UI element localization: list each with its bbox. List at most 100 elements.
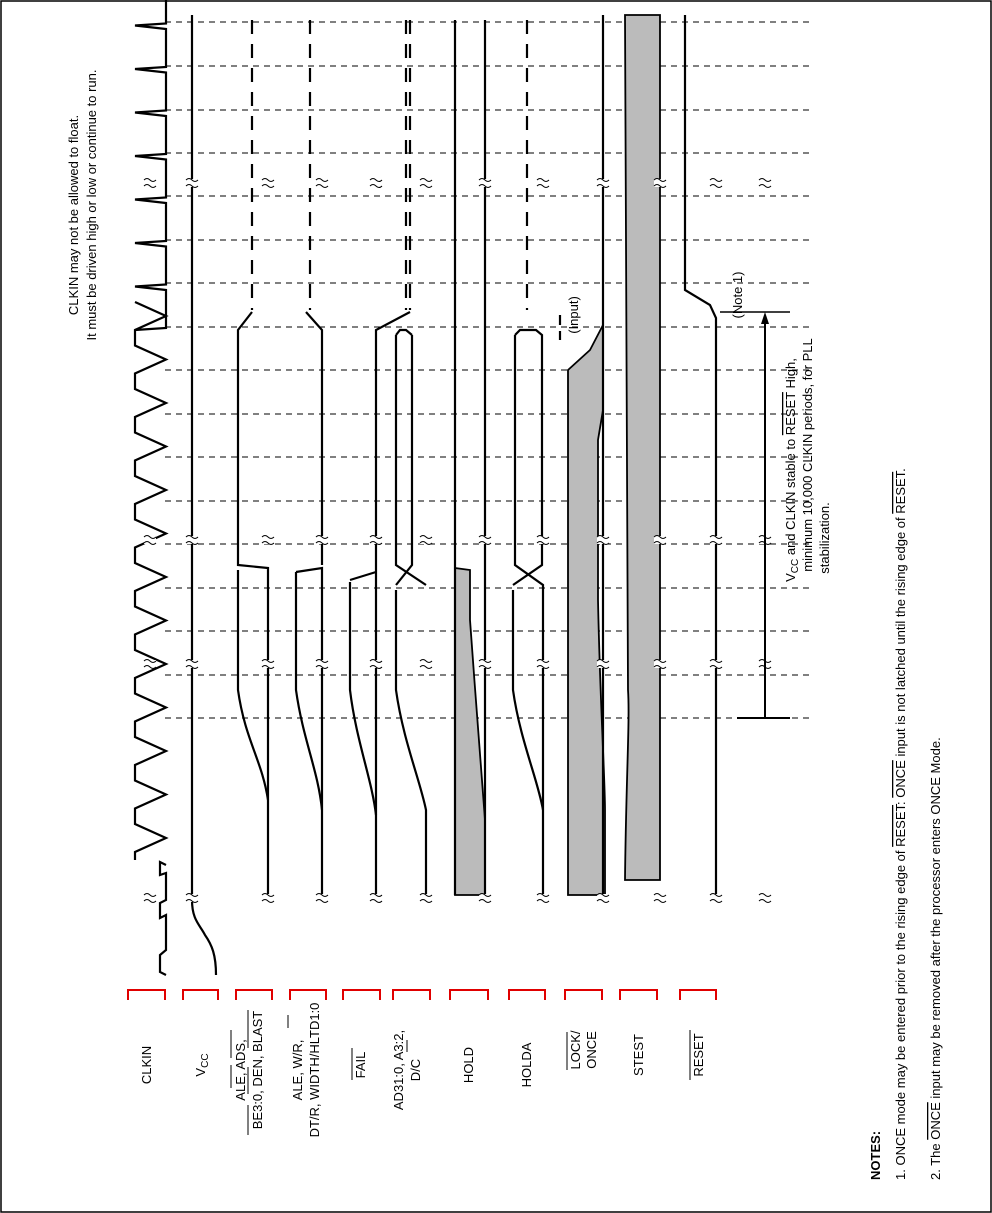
break-mark [709,178,723,182]
break-mark [143,899,157,903]
vcc-stable-timing-bracket [737,312,790,719]
clkin-waveform [133,0,169,976]
signal-label-fail: FAIL [353,1052,368,1079]
break-mark [143,665,157,669]
break-mark [653,899,667,903]
break-mark [369,178,383,182]
break-mark [709,535,723,539]
break-mark [369,899,383,903]
break-gap [186,536,198,544]
break-mark [596,541,610,545]
break-mark [709,665,723,669]
break-gap [759,179,771,187]
note1-annotation: (Note 1) [730,272,745,319]
break-mark [536,893,550,897]
break-gap [654,536,666,544]
break-gap [537,179,549,187]
break-mark [261,184,275,188]
break-mark [315,665,329,669]
break-marks [144,179,771,902]
break-mark [536,665,550,669]
break-mark [709,899,723,903]
time-gridlines [165,21,810,719]
break-mark [185,535,199,539]
break-mark [143,659,157,663]
break-gap [316,894,328,902]
break-mark [369,893,383,897]
stest-shaded [624,14,661,881]
break-mark [536,541,550,545]
break-gap [144,536,156,544]
break-mark [478,184,492,188]
break-mark [185,665,199,669]
break-gap [759,894,771,902]
break-gap [597,179,609,187]
break-gap [479,660,491,668]
break-gap [479,894,491,902]
break-mark [185,899,199,903]
signal-label-vcc: VCC [193,1053,211,1076]
break-mark [185,659,199,663]
break-gap [186,894,198,902]
break-mark [478,541,492,545]
break-mark [261,541,275,545]
signal-label-brackets [127,989,717,1000]
break-gap [262,536,274,544]
vcc-stable-note-line3: stabilization. [817,502,832,574]
break-gap [537,894,549,902]
break-mark [369,665,383,669]
break-gap [597,894,609,902]
break-mark [185,178,199,182]
break-mark [419,893,433,897]
signal-label-lock-line2: ONCE [584,1031,599,1069]
break-mark [596,659,610,663]
break-mark [653,893,667,897]
break-mark [596,893,610,897]
break-mark [261,535,275,539]
break-mark [369,184,383,188]
break-gap [316,179,328,187]
break-gap [654,660,666,668]
break-gap [370,660,382,668]
clkin-float-note-line2: It must be driven high or low or continu… [84,70,99,341]
break-gap [710,660,722,668]
break-mark [536,184,550,188]
break-mark [369,541,383,545]
break-gap [370,179,382,187]
break-gap [262,660,274,668]
shaded-regions [454,14,661,896]
break-mark [419,184,433,188]
break-gap [479,179,491,187]
break-mark [536,535,550,539]
vcc-stable-note-line1: VCC and CLKIN stable to RESET High, [783,358,801,582]
break-mark [261,893,275,897]
break-mark [758,178,772,182]
break-mark [709,893,723,897]
break-mark [261,665,275,669]
signal-label-clkin: CLKIN [139,1046,154,1084]
break-mark [419,899,433,903]
break-mark [709,659,723,663]
break-mark [478,893,492,897]
break-mark [315,541,329,545]
break-mark [653,178,667,182]
break-mark [261,899,275,903]
break-mark [478,178,492,182]
break-mark [185,541,199,545]
break-gap [710,536,722,544]
break-mark [315,184,329,188]
note-1: 1. ONCE mode may be entered prior to the… [893,468,908,1180]
break-mark [185,184,199,188]
break-mark [143,184,157,188]
break-mark [315,899,329,903]
break-gap [186,660,198,668]
break-gap [420,660,432,668]
notes-title: NOTES: [868,1131,883,1180]
break-mark [596,665,610,669]
signal-label-reset: RESET [691,1033,706,1076]
break-gap [420,894,432,902]
break-mark [143,178,157,182]
break-gap [262,179,274,187]
